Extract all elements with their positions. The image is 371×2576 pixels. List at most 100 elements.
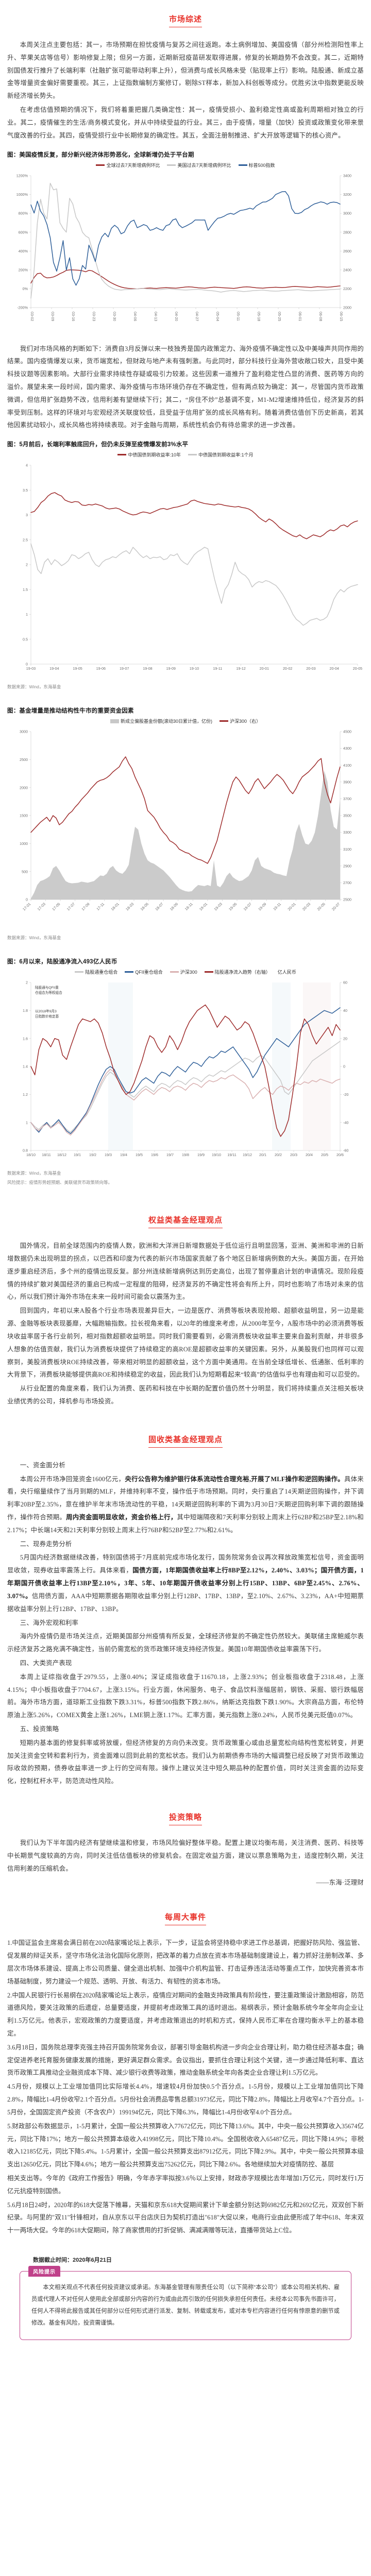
svg-text:20-04: 20-04 (330, 666, 339, 671)
fixed-income-subheading-1: 一、资金面分析 (20, 1461, 65, 1469)
market-overview-paragraph-2: 在考虑估值预期的情况下，我们将着重把握几类确定性：其一，疫情受损小、盈利稳定性高… (7, 106, 364, 139)
svg-text:06-01: 06-01 (298, 312, 302, 321)
svg-text:1000%: 1000% (16, 192, 28, 197)
svg-text:200%: 200% (19, 267, 28, 272)
svg-text:2900: 2900 (343, 864, 351, 869)
svg-text:2600: 2600 (343, 248, 351, 253)
svg-text:17-07: 17-07 (66, 902, 76, 911)
svg-text:18/12: 18/12 (57, 1153, 66, 1157)
chart-canvas-covid-sp500: -200% 0% 200% 400% 600% 800% 1000% 1200% 2000 220… (16, 173, 351, 321)
svg-text:03-02: 03-02 (30, 312, 35, 321)
svg-text:19/3: 19/3 (105, 1153, 112, 1157)
figure-fund-shares-hs300-plot: 0 500 1000 1500 2000 2500 3000 2500 2700 2900 3100… (7, 726, 364, 933)
svg-text:20-01: 20-01 (260, 666, 269, 671)
legend-label: 标普500指数 (248, 162, 275, 168)
fi-p2-b: 国债方面，1年期国债收益率上行8BP至2.12%，2.40%、3.03%；国开债… (7, 1567, 364, 1600)
svg-text:18/11: 18/11 (42, 1153, 50, 1157)
legend-swatch-icon (219, 720, 228, 722)
svg-text:0: 0 (26, 662, 28, 667)
svg-text:19-01: 19-01 (198, 902, 208, 911)
section-heading-market-overview: 市场综述 (7, 13, 364, 27)
fi-p2-c: 信用债方面，AAA中短期票据各期限收益率分别上行12BP、17BP、13BP，至… (7, 1592, 364, 1613)
section-heading-equity-manager: 权益类基金经理观点 (7, 1214, 364, 1229)
svg-text:20-03: 20-03 (306, 666, 315, 671)
svg-text:-200%: -200% (17, 305, 28, 310)
svg-text:19-11: 19-11 (213, 666, 222, 671)
svg-text:3200: 3200 (343, 192, 351, 197)
svg-text:4300: 4300 (343, 746, 351, 751)
svg-text:06-08: 06-08 (318, 312, 323, 321)
svg-text:-40: -40 (343, 1120, 348, 1125)
svg-text:20-05: 20-05 (316, 902, 326, 911)
svg-text:19/6: 19/6 (151, 1153, 158, 1157)
svg-text:20-03: 20-03 (301, 902, 311, 911)
legend-swatch-icon (96, 164, 105, 166)
weekly-event-tail-2: 5.6月18日24时，2020年的618大促落下帷幕，天猫和京东618大促期间累… (7, 2201, 364, 2234)
legend-item: 沪深300 (170, 969, 197, 975)
svg-text:05-04: 05-04 (215, 312, 220, 321)
svg-text:19/5: 19/5 (136, 1153, 143, 1157)
svg-text:2500: 2500 (20, 757, 28, 762)
svg-text:18-09: 18-09 (169, 902, 179, 911)
svg-text:3.5: 3.5 (23, 488, 28, 493)
section-heading-fixed-income: 固收类基金经理观点 (7, 1434, 364, 1448)
svg-text:19-03: 19-03 (26, 666, 36, 671)
svg-text:3400: 3400 (343, 173, 351, 178)
svg-text:20-01: 20-01 (286, 902, 296, 911)
report-page: 市场综述 本周关注点主要包括：其一，市场预期在担忧疫情与复苏之间往返跑。本土病例… (0, 13, 371, 2371)
svg-text:19-07: 19-07 (243, 902, 252, 911)
figure-northbound-flows-title: 图：6月以来，陆股通净流入493亿人民币 (7, 959, 117, 965)
weekly-event-item: 1.中国证监会主席易会满日前在2020陆家嘴论坛上表示，下一步，证监会将坚持稳中… (7, 1939, 364, 1985)
svg-text:05-25: 05-25 (277, 312, 282, 321)
svg-text:0: 0 (26, 897, 28, 902)
fi-p2-a: 5月国内经济数据继续改善，特别国债将于7月底前完成市场化发行，国务院常务会议再次… (7, 1554, 364, 1574)
weekly-event-tail-1: 相关支出等。今年的《政府工作报告》明确，今年赤字率拟按3.6％以上安排，财政赤字… (7, 2174, 364, 2195)
figure-fund-shares-hs300-legend: 新成立偏股基金份额(滚动30日累计值，亿份) 沪深300（右） (7, 718, 364, 724)
svg-text:17-03: 17-03 (37, 902, 46, 911)
fi-p1-d: 周内资金面明显收敛，资金价格上行， (66, 1514, 177, 1521)
risk-disclaimer-box: 风险提示 本文相关观点不代表任何投资建议或承诺。东海基金管理有限责任公司（以下简… (20, 2266, 351, 2340)
svg-text:17-09: 17-09 (80, 902, 90, 911)
legend-swatch-icon (117, 454, 127, 456)
svg-text:19-11: 19-11 (272, 902, 282, 911)
fixed-income-paragraph-2: 5月国内经济数据继续改善，特别国债将于7月底前完成市场化发行，国务院常务会议再次… (7, 1551, 364, 1615)
svg-text:2400: 2400 (343, 267, 351, 272)
fi-p1-c: 具体来看，央行缩量续作了当月到期的MLF，并维持利率不变，操作低于市场预期。同时… (7, 1475, 364, 1521)
svg-text:2700: 2700 (343, 880, 351, 885)
svg-text:仓组合为等权组合: 仓组合为等权组合 (35, 990, 62, 995)
figure-covid-sp500-plot: -200% 0% 200% 400% 600% 800% 1000% 1200% 2000 220… (7, 171, 364, 341)
section-heading-strategy-label: 投资策略 (168, 1811, 202, 1826)
market-overview-paragraph-3: 我们对市场风格的判断如下：消费自3月反弹以来一枝独秀是国内政策定力、海外疫情不确… (7, 345, 364, 429)
svg-text:06-15: 06-15 (339, 312, 344, 321)
legend-label: 陆股通重仓组合 (85, 970, 118, 975)
strategy-paragraph-1: 我们认为下半年国内经济有望继续温和修复，市场风险偏好整体平稳。配置上建议均衡布局… (7, 1839, 364, 1872)
fixed-income-subheading-2: 二、现券走势分析 (20, 1540, 72, 1548)
legend-unit: 亿人民币 (278, 969, 296, 975)
legend-label: 沪深300（右） (229, 719, 261, 724)
figure-fund-shares-hs300: 图：基金增量是推动结构性牛市的重要资金因素 新成立偏股基金份额(滚动30日累计值… (7, 706, 364, 941)
legend-item: 陆股通重仓组合 (75, 969, 117, 975)
svg-text:19/9: 19/9 (197, 1153, 205, 1157)
section-heading-weekly-events: 每周大事件 (7, 1911, 364, 1926)
equity-manager-paragraph-2: 回到国内，年初以来A股各个行业市场表现差异巨大，一边是医疗、消费等板块表现抢眼、… (7, 1307, 364, 1379)
svg-text:18-05: 18-05 (140, 902, 149, 911)
svg-text:4: 4 (26, 463, 28, 468)
svg-text:1500: 1500 (20, 814, 28, 818)
svg-text:3: 3 (26, 513, 28, 517)
svg-text:日指数价格定基: 日指数价格定基 (35, 1014, 59, 1019)
section-heading-strategy: 投资策略 (7, 1811, 364, 1826)
svg-text:2.5: 2.5 (23, 538, 28, 543)
svg-text:0: 0 (343, 1064, 345, 1069)
svg-text:陆股通与QFII重: 陆股通与QFII重 (35, 985, 59, 990)
legend-swatch-icon (167, 164, 176, 166)
svg-text:19/10: 19/10 (212, 1153, 221, 1157)
fi-p1-b: 央行公告称为维护银行体系流动性合理充裕,开展了MLF操作和逆回购操作。 (125, 1475, 344, 1483)
legend-swatch-icon (238, 164, 247, 166)
legend-item: 陆股通净流入趋势（右轴） (204, 969, 271, 975)
legend-item: 沪深300（右） (219, 718, 261, 724)
svg-text:20-07: 20-07 (331, 902, 341, 911)
svg-text:2000: 2000 (343, 305, 351, 310)
svg-text:19-03: 19-03 (213, 902, 223, 911)
svg-text:3000: 3000 (20, 730, 28, 734)
legend-label: 新成立偏股基金份额(滚动30日累计值，亿份) (120, 719, 212, 724)
